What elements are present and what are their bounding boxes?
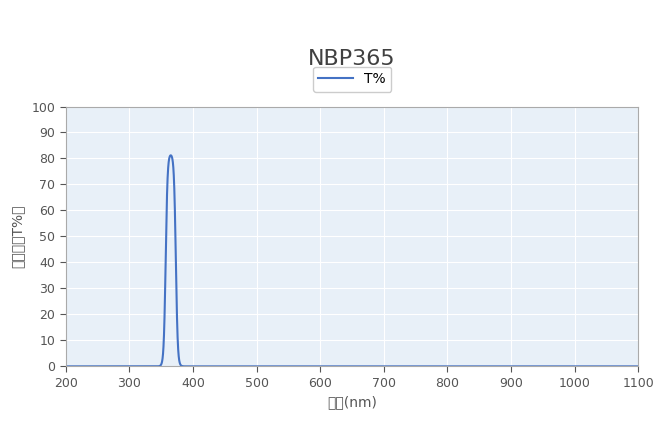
X-axis label: 波长(nm): 波长(nm)	[327, 395, 377, 409]
T%	[634, 364, 642, 369]
T%	[64, 364, 72, 369]
Y-axis label: 透过率（T%）: 透过率（T%）	[11, 204, 24, 268]
T%	[342, 364, 349, 369]
T%	[166, 153, 174, 158]
T%	[62, 364, 70, 369]
Legend: T%: T%	[313, 67, 392, 92]
T%	[86, 364, 93, 369]
T%	[96, 364, 104, 369]
T%	[174, 345, 182, 350]
Title: NBP365: NBP365	[308, 49, 396, 69]
T%	[604, 364, 612, 369]
Line: T%: T%	[66, 155, 638, 366]
